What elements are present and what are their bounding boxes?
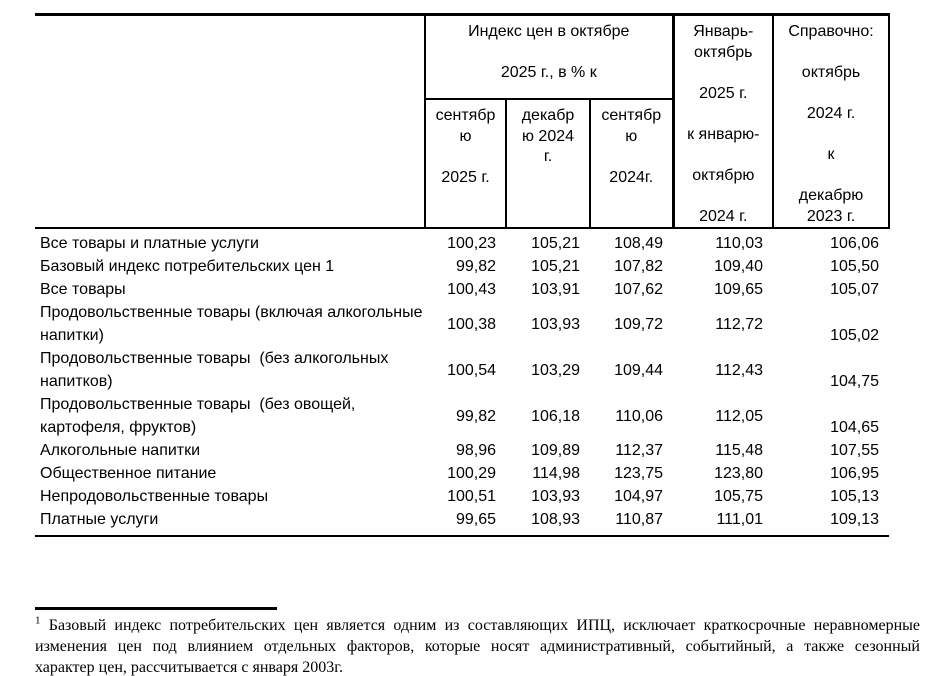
- value-cell: 106,95: [830, 465, 880, 482]
- value-cell: 112,37: [615, 442, 664, 459]
- table-row: Платные услуги 99,65 108,93 110,87 111,0…: [35, 508, 890, 537]
- value-cell: 106,06: [830, 235, 880, 252]
- value-cell: 105,21: [531, 258, 580, 275]
- value-cell: 109,72: [614, 315, 664, 333]
- value-cell: 104,65: [830, 419, 880, 436]
- value-cell: 108,49: [614, 235, 664, 252]
- table-body: Все товары и платные услуги 100,23 105,2…: [35, 228, 890, 537]
- value-cell: 112,72: [715, 315, 764, 333]
- value-cell: 105,02: [830, 327, 880, 344]
- value-cell: 99,65: [425, 508, 506, 537]
- value-cell: 109,89: [531, 442, 580, 459]
- value-cell: 110,87: [590, 508, 674, 537]
- table-row: Все товары и платные услуги 100,23 105,2…: [35, 228, 889, 255]
- value-cell: 107,82: [614, 258, 664, 275]
- header-col-reference: Справочно: октябрь 2024 г. к декабрю 202…: [773, 13, 891, 229]
- header-sub-dec2024: декабр ю 2024 г.: [506, 99, 591, 229]
- value-cell: 107,55: [830, 442, 880, 459]
- value-cell: 115,48: [715, 442, 764, 459]
- value-cell: 100,54: [447, 361, 496, 379]
- table-row: Продовольственные товары (без алкогольны…: [35, 347, 889, 393]
- value-cell: 107,62: [614, 281, 664, 298]
- value-cell: 105,07: [830, 281, 880, 298]
- row-label: Продовольственные товары (включая алкого…: [40, 304, 427, 344]
- corner-cell: [35, 13, 426, 229]
- value-cell: 123,80: [714, 465, 764, 482]
- header-group-october-index: Индекс цен в октябре 2025 г., в % к: [425, 13, 675, 101]
- table-row: Продовольственные товары (включая алкого…: [35, 301, 889, 347]
- row-label: Общественное питание: [40, 465, 217, 482]
- value-cell: 103,93: [531, 315, 580, 333]
- table-header: Индекс цен в октябре 2025 г., в % к Янва…: [35, 13, 891, 229]
- table-row: Продовольственные товары (без овощей, ка…: [35, 393, 889, 439]
- value-cell: 123,75: [614, 465, 664, 482]
- value-cell: 104,75: [830, 373, 880, 390]
- footnote-line: изменения цен под влиянием отдельных фак…: [35, 638, 920, 655]
- value-cell: 99,82: [455, 407, 496, 425]
- footnote-line: характер цен, рассчитывается с января 20…: [35, 659, 343, 676]
- value-cell: 105,21: [531, 235, 580, 252]
- value-cell: 108,93: [506, 508, 590, 537]
- row-label: Все товары и платные услуги: [40, 235, 259, 252]
- header-col-jan-oct: Январь- октябрь 2025 г. к январю- октябр…: [673, 13, 775, 229]
- value-cell: 98,96: [455, 442, 496, 459]
- footnote-separator-rule: [35, 607, 277, 610]
- table-row: Все товары 100,43 103,91 107,62 109,65 1…: [35, 278, 889, 301]
- row-label: Непродовольственные товары: [40, 488, 269, 505]
- value-cell: 110,06: [615, 407, 664, 425]
- value-cell: 100,38: [447, 315, 496, 333]
- value-cell: 105,13: [830, 488, 880, 505]
- value-cell: 106,18: [531, 407, 580, 425]
- price-index-table: Индекс цен в октябре 2025 г., в % к Янва…: [35, 13, 891, 537]
- row-label: Базовый индекс потребительских цен 1: [40, 258, 335, 275]
- footnote: 1 Базовый индекс потребительских цен явл…: [35, 607, 920, 676]
- footnote-marker: 1: [35, 614, 41, 627]
- header-sub-sep2024: сентябр ю 2024г.: [590, 99, 675, 229]
- value-cell: 103,93: [531, 488, 580, 505]
- row-label: Продовольственные товары (без алкогольны…: [40, 350, 393, 390]
- value-cell: 100,23: [447, 235, 496, 252]
- value-cell: 111,01: [673, 508, 774, 537]
- value-cell: 112,43: [715, 361, 764, 379]
- footnote-line: 1 Базовый индекс потребительских цен явл…: [35, 615, 920, 636]
- row-label: Платные услуги: [35, 508, 425, 537]
- header-sub-sep2025: сентябр ю 2025 г.: [425, 99, 507, 229]
- table-row: Базовый индекс потребительских цен 1 99,…: [35, 255, 889, 278]
- table-row: Алкогольные напитки 98,96 109,89 112,37 …: [35, 439, 889, 462]
- value-cell: 103,91: [531, 281, 580, 298]
- value-cell: 109,13: [773, 508, 890, 537]
- value-cell: 109,40: [714, 258, 764, 275]
- value-cell: 109,44: [614, 361, 664, 379]
- value-cell: 105,75: [714, 488, 764, 505]
- value-cell: 109,65: [714, 281, 764, 298]
- value-cell: 112,05: [715, 407, 764, 425]
- row-label: Все товары: [40, 281, 126, 298]
- footnote-text: Базовый индекс потребительских цен являе…: [40, 617, 920, 634]
- value-cell: 105,50: [830, 258, 880, 275]
- value-cell: 110,03: [715, 235, 764, 252]
- value-cell: 104,97: [614, 488, 664, 505]
- value-cell: 100,29: [447, 465, 496, 482]
- value-cell: 114,98: [532, 465, 580, 482]
- value-cell: 100,51: [447, 488, 496, 505]
- value-cell: 103,29: [531, 361, 580, 379]
- value-cell: 99,82: [455, 258, 496, 275]
- row-label: Продовольственные товары (без овощей, ка…: [40, 396, 360, 436]
- row-label: Алкогольные напитки: [40, 442, 201, 459]
- table-row: Общественное питание 100,29 114,98 123,7…: [35, 462, 889, 485]
- table-row: Непродовольственные товары 100,51 103,93…: [35, 485, 889, 508]
- value-cell: 100,43: [447, 281, 496, 298]
